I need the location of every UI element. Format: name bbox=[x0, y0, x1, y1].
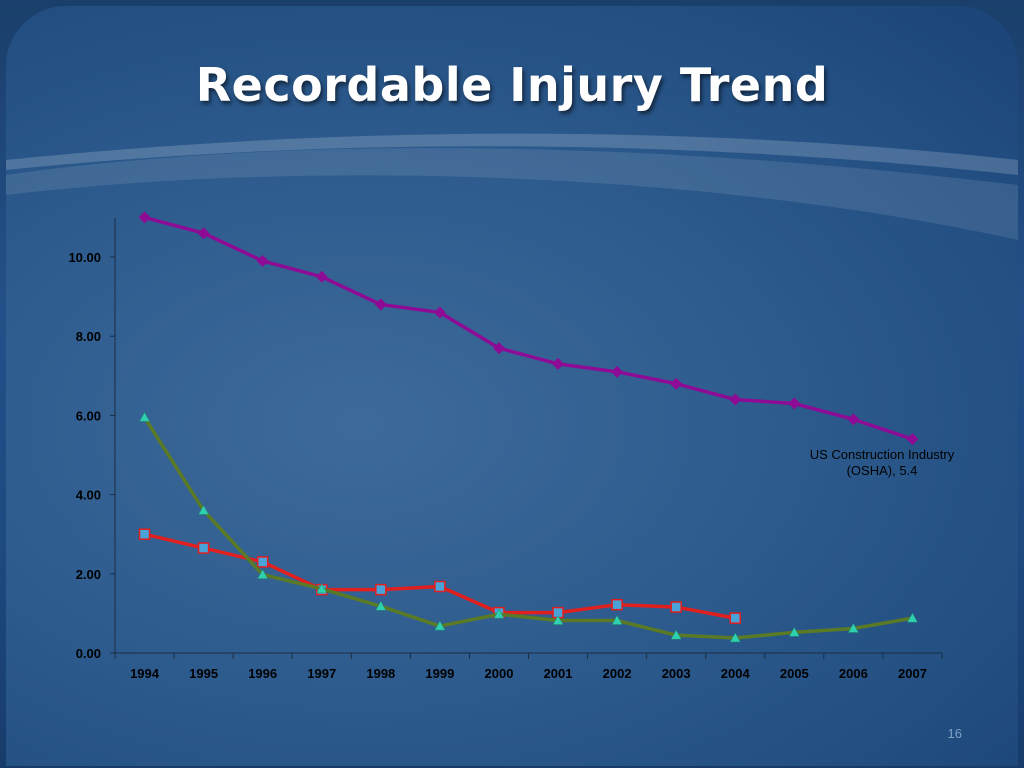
data-point-square bbox=[375, 583, 387, 596]
data-point-diamond bbox=[315, 270, 328, 283]
data-point-triangle bbox=[493, 608, 505, 619]
data-point-diamond bbox=[906, 433, 919, 446]
y-tick-label: 4.00 bbox=[76, 488, 101, 503]
series-line bbox=[143, 416, 913, 640]
x-tick-label: 1996 bbox=[248, 666, 277, 681]
y-tick-label: 6.00 bbox=[76, 408, 101, 423]
data-point-diamond bbox=[197, 227, 210, 240]
x-tick-label: 1998 bbox=[366, 666, 395, 681]
series-line bbox=[144, 215, 914, 441]
data-point-square bbox=[670, 601, 682, 613]
data-point-diamond bbox=[670, 377, 683, 390]
data-point-diamond bbox=[374, 298, 387, 311]
x-tick-label: 2005 bbox=[780, 666, 809, 681]
data-point-triangle bbox=[375, 600, 387, 611]
data-point-triangle bbox=[847, 622, 859, 633]
osha-annotation: US Construction Industry (OSHA), 5.4 bbox=[782, 447, 982, 479]
x-tick-label: 2006 bbox=[839, 666, 868, 681]
data-point-triangle bbox=[316, 583, 328, 594]
x-tick-label: 2003 bbox=[662, 666, 691, 681]
data-point-triangle bbox=[907, 612, 918, 623]
x-tick-label: 1994 bbox=[130, 666, 160, 681]
data-point-triangle bbox=[729, 632, 741, 643]
data-point-diamond bbox=[729, 393, 742, 406]
data-point-diamond bbox=[138, 211, 151, 224]
slide-panel bbox=[6, 6, 1018, 766]
x-tick-label: 1995 bbox=[189, 666, 218, 681]
data-point-triangle bbox=[434, 620, 446, 631]
data-point-square bbox=[611, 598, 623, 611]
data-point-triangle bbox=[257, 569, 269, 579]
data-point-triangle bbox=[552, 615, 564, 625]
data-point-diamond bbox=[492, 342, 505, 355]
data-point-diamond bbox=[788, 397, 801, 410]
series-line bbox=[144, 532, 736, 620]
y-tick-label: 0.00 bbox=[76, 646, 101, 661]
data-point-triangle bbox=[788, 626, 800, 637]
data-point-triangle bbox=[670, 629, 682, 640]
x-tick-label: 1999 bbox=[425, 666, 454, 681]
x-tick-label: 2004 bbox=[721, 666, 751, 681]
data-point-triangle bbox=[611, 615, 623, 625]
data-point-square bbox=[197, 542, 210, 554]
data-point-diamond bbox=[256, 254, 269, 267]
data-point-square bbox=[138, 528, 151, 540]
x-tick-label: 2002 bbox=[603, 666, 632, 681]
x-tick-label: 1997 bbox=[307, 666, 336, 681]
data-point-square bbox=[434, 580, 446, 593]
x-tick-label: 2000 bbox=[485, 666, 514, 681]
slide-title: Recordable Injury Trend bbox=[195, 58, 829, 112]
annotation-line-2: (OSHA), 5.4 bbox=[846, 463, 918, 478]
annotation-line-1: US Construction Industry bbox=[809, 447, 955, 462]
data-point-triangle bbox=[198, 504, 210, 515]
x-tick-label: 2001 bbox=[544, 666, 573, 681]
data-point-diamond bbox=[847, 413, 860, 426]
data-point-square bbox=[729, 612, 741, 624]
data-point-diamond bbox=[433, 306, 446, 319]
data-point-triangle bbox=[139, 411, 150, 422]
data-point-diamond bbox=[552, 357, 565, 370]
page-number: 16 bbox=[947, 726, 962, 741]
y-tick-label: 10.00 bbox=[68, 250, 101, 265]
data-point-square bbox=[256, 556, 269, 568]
y-tick-label: 2.00 bbox=[76, 567, 101, 582]
x-tick-label: 2007 bbox=[898, 666, 927, 681]
y-tick-label: 8.00 bbox=[76, 329, 101, 344]
data-point-diamond bbox=[611, 365, 624, 378]
